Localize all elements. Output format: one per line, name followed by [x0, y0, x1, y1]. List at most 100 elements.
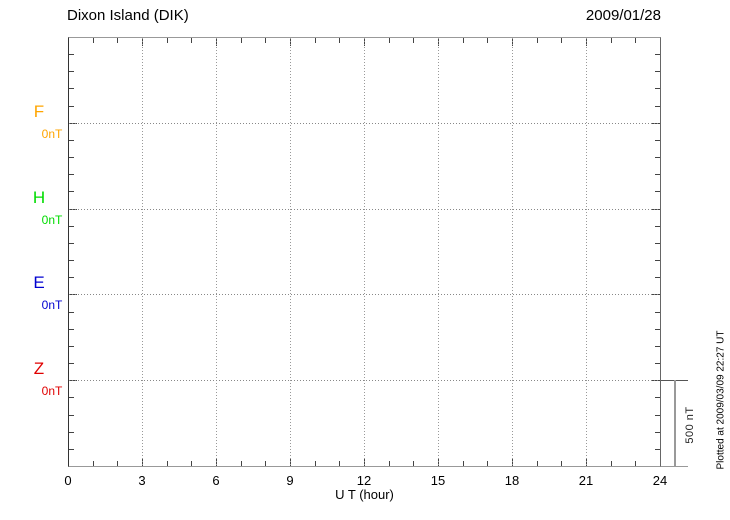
x-minor-tick-top — [610, 38, 612, 43]
x-minor-tick-top — [191, 38, 193, 43]
x-tick-label: 12 — [356, 473, 372, 488]
channel-label-E: E — [33, 273, 45, 293]
y-minor-tick-left — [69, 260, 74, 262]
x-minor-tick-bottom — [92, 461, 94, 466]
x-minor-tick-top — [462, 38, 464, 43]
y-minor-tick-right — [655, 277, 660, 279]
y-minor-tick-left — [69, 139, 74, 141]
x-tick-label: 3 — [138, 473, 146, 488]
x-tick-label: 24 — [652, 473, 668, 488]
y-minor-tick-right — [655, 139, 660, 141]
x-minor-tick-top — [339, 38, 341, 43]
x-minor-tick-top — [92, 38, 94, 43]
x-minor-tick-bottom — [462, 461, 464, 466]
x-minor-tick-top — [314, 38, 316, 43]
grid-line-horizontal-baseline — [69, 294, 660, 296]
x-minor-tick-top — [166, 38, 168, 43]
x-tick-label: 21 — [578, 473, 594, 488]
y-minor-tick-right — [655, 448, 660, 450]
y-minor-tick-left — [69, 414, 74, 416]
grid-line-horizontal-baseline — [69, 208, 660, 210]
grid-line-vertical — [216, 38, 217, 466]
grid-line-vertical — [364, 38, 365, 466]
channel-baseline-label-F: 0nT — [41, 126, 63, 141]
y-minor-tick-right — [655, 363, 660, 365]
y-minor-tick-left — [69, 431, 74, 433]
y-minor-tick-left — [69, 157, 74, 159]
y-minor-tick-right — [655, 157, 660, 159]
y-minor-tick-left — [69, 242, 74, 244]
y-minor-tick-left — [69, 397, 74, 399]
y-minor-tick-left — [69, 345, 74, 347]
scale-bar-bottom-line — [661, 466, 688, 467]
x-minor-tick-bottom — [117, 461, 119, 466]
x-axis-title: U T (hour) — [335, 487, 394, 502]
channel-label-Z: Z — [33, 359, 45, 379]
y-minor-tick-right — [655, 88, 660, 90]
y-minor-tick-right — [655, 54, 660, 56]
grid-line-vertical — [586, 38, 587, 466]
channel-baseline-label-Z: 0nT — [41, 384, 63, 399]
x-minor-tick-top — [240, 38, 242, 43]
y-minor-tick-left — [69, 71, 74, 73]
y-minor-tick-right — [655, 105, 660, 107]
channel-label-F: F — [33, 101, 45, 121]
y-minor-tick-right — [655, 242, 660, 244]
x-tick-label: 9 — [286, 473, 294, 488]
y-minor-tick-right — [655, 345, 660, 347]
date-label: 2009/01/28 — [585, 7, 661, 24]
grid-line-vertical — [438, 38, 439, 466]
x-minor-tick-bottom — [191, 461, 193, 466]
x-tick-label: 6 — [212, 473, 220, 488]
channel-baseline-label-E: 0nT — [41, 298, 63, 313]
channel-label-H: H — [32, 187, 46, 207]
x-minor-tick-top — [117, 38, 119, 43]
x-minor-tick-bottom — [487, 461, 489, 466]
x-minor-tick-bottom — [536, 461, 538, 466]
y-minor-tick-left — [69, 174, 74, 176]
y-minor-tick-left — [69, 88, 74, 90]
y-minor-tick-right — [655, 225, 660, 227]
grid-line-horizontal-baseline — [69, 380, 660, 382]
y-minor-tick-left — [69, 277, 74, 279]
scale-bar — [674, 380, 676, 467]
y-minor-tick-right — [655, 311, 660, 313]
x-minor-tick-bottom — [635, 461, 637, 466]
y-minor-tick-right — [655, 431, 660, 433]
y-minor-tick-left — [69, 311, 74, 313]
x-minor-tick-top — [561, 38, 563, 43]
y-minor-tick-right — [655, 414, 660, 416]
y-minor-tick-right — [655, 191, 660, 193]
x-minor-tick-bottom — [388, 461, 390, 466]
x-minor-tick-bottom — [561, 461, 563, 466]
y-minor-tick-right — [655, 260, 660, 262]
x-minor-tick-bottom — [166, 461, 168, 466]
x-tick-label: 0 — [64, 473, 72, 488]
y-minor-tick-left — [69, 448, 74, 450]
y-minor-tick-left — [69, 191, 74, 193]
y-minor-tick-left — [69, 225, 74, 227]
grid-line-vertical — [512, 38, 513, 466]
x-minor-tick-top — [388, 38, 390, 43]
plotted-at-note: Plotted at 2009/03/09 22:27 UT — [715, 330, 727, 470]
x-minor-tick-bottom — [339, 461, 341, 466]
x-minor-tick-top — [487, 38, 489, 43]
grid-line-vertical — [290, 38, 291, 466]
x-tick-label: 18 — [504, 473, 520, 488]
grid-line-horizontal-baseline — [69, 122, 660, 124]
x-minor-tick-top — [413, 38, 415, 43]
x-tick-label: 15 — [430, 473, 446, 488]
page-title: Dixon Island (DIK) — [67, 7, 189, 24]
x-minor-tick-bottom — [265, 461, 267, 466]
y-minor-tick-left — [69, 54, 74, 56]
y-minor-tick-left — [69, 363, 74, 365]
plot-area — [68, 37, 661, 467]
channel-baseline-label-H: 0nT — [41, 212, 63, 227]
y-minor-tick-left — [69, 105, 74, 107]
x-minor-tick-top — [265, 38, 267, 43]
x-minor-tick-bottom — [610, 461, 612, 466]
y-minor-tick-right — [655, 397, 660, 399]
scale-bar-label: 500 nT — [684, 406, 696, 444]
x-minor-tick-top — [635, 38, 637, 43]
y-minor-tick-right — [655, 174, 660, 176]
